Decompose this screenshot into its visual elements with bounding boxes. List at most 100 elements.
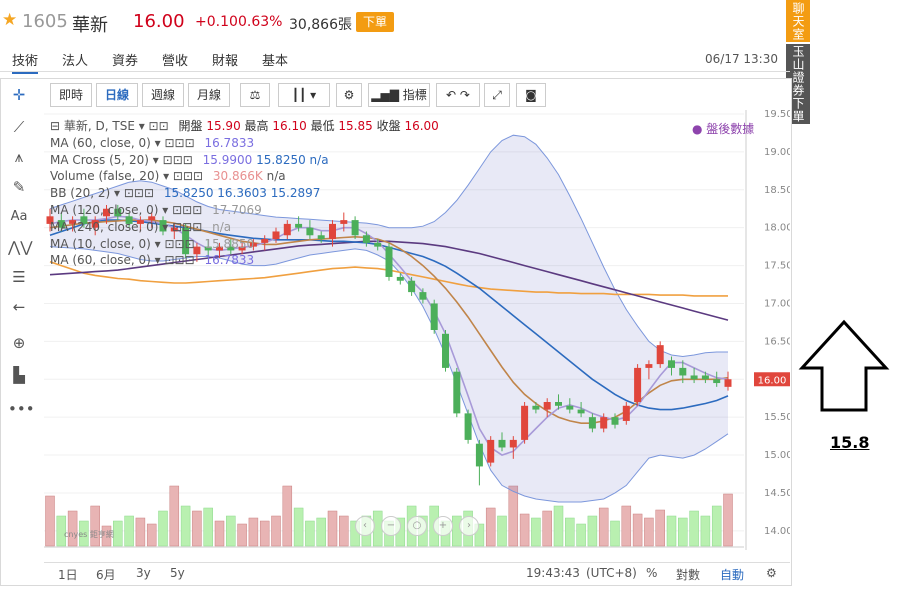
tab-technical[interactable]: 技術 — [12, 50, 39, 74]
candle-body — [91, 220, 99, 228]
y-tick-label: 18.00 — [764, 223, 790, 234]
y-tick-label: 18.50 — [764, 185, 790, 196]
candle — [577, 402, 585, 418]
candle — [475, 439, 483, 486]
indicators-button[interactable]: ▂▅▇ 指標 — [368, 83, 430, 107]
after-hours-label: 盤後數據 — [706, 122, 755, 136]
legend-value: 15.9900 — [202, 152, 253, 167]
y-tick-label: 15.00 — [764, 450, 790, 461]
volume-bar — [644, 517, 654, 547]
scroll-right-icon[interactable]: › — [459, 516, 479, 536]
legend-row: MA (60, close, 0) ▾ ⊡⊡⊡ 16.7833 — [50, 253, 255, 268]
candle-body — [532, 405, 540, 410]
interval-weekly-button[interactable]: 週線 — [142, 83, 184, 107]
candle-body — [408, 280, 416, 293]
tab-financials[interactable]: 財報 — [212, 54, 239, 69]
candle — [238, 242, 246, 255]
drawing-tools: ✛ ⟋ ⩚ ✎ Aa ⋀⋁ ☰ ← ⊕ ▙ ••• — [4, 84, 35, 424]
remove-arrow-icon[interactable]: ← — [12, 298, 26, 316]
candle — [170, 223, 178, 240]
candle — [442, 330, 449, 372]
range-5y[interactable]: 5y — [170, 566, 185, 580]
tab-institutional[interactable]: 法人 — [62, 54, 89, 69]
tab-revenue[interactable]: 營收 — [162, 54, 189, 69]
range-1d[interactable]: 1日 — [58, 568, 78, 582]
settings-gear-icon[interactable]: ⚙ — [336, 83, 362, 107]
annotation-value: 15.8 — [830, 433, 870, 452]
candle — [351, 216, 359, 240]
legend-row: MA (120, close, 0) ▾ ⊡⊡⊡ 17.7069 — [50, 202, 262, 217]
measure-icon[interactable]: ▙ — [13, 366, 25, 384]
fibonacci-icon[interactable]: ☰ — [12, 268, 26, 286]
scroll-left-icon[interactable]: ‹ — [355, 516, 375, 536]
volume-bar — [180, 505, 191, 547]
auto-scale-button[interactable]: 自動 — [720, 568, 745, 582]
legend-label: BB (20, 2) — [50, 186, 111, 201]
price-chart[interactable]: 19.50 19.00 18.50 18.00 17.50 17.00 16.50 16.00… — [44, 110, 790, 550]
legend-row: MA (60, close, 0) ▾ ⊡⊡⊡ 16.7833 — [50, 135, 255, 150]
candle-body — [193, 246, 201, 255]
reset-icon[interactable]: ○ — [407, 516, 427, 536]
y-tick-label: 14.00 — [764, 526, 790, 537]
range-6m[interactable]: 6月 — [96, 568, 116, 582]
volume-bar — [474, 523, 485, 547]
bottom-settings-icon[interactable]: ⚙ — [766, 566, 777, 580]
pattern-icon[interactable]: ⋀⋁ — [8, 238, 33, 256]
zoom-in-icon[interactable]: ⊕ — [12, 334, 26, 352]
candle — [159, 216, 167, 236]
chart-toolbar: 即時 日線 週線 月線 ⚖ ┃┃ ▾ ⚙ ▂▅▇ 指標 ↶ ↷ ⤢ ◙ — [44, 80, 790, 110]
range-3y[interactable]: 3y — [136, 566, 151, 580]
volume-bar — [542, 510, 552, 547]
y-tick-label: 14.50 — [764, 488, 790, 499]
after-hours-link[interactable]: ● 盤後數據 — [692, 122, 755, 136]
tab-margin[interactable]: 資券 — [112, 54, 139, 69]
candle — [69, 216, 77, 232]
candle — [295, 216, 303, 232]
interval-intraday-button[interactable]: 即時 — [50, 83, 92, 107]
candle — [374, 239, 382, 251]
order-button[interactable]: 下單 — [356, 12, 394, 32]
log-scale-button[interactable]: 對數 — [676, 568, 701, 582]
legend-open: 15.90 — [206, 119, 241, 133]
interval-daily-button[interactable]: 日線 — [96, 83, 138, 107]
volume-bar — [113, 520, 123, 547]
candle — [453, 367, 461, 418]
more-tools-icon[interactable]: ••• — [8, 400, 35, 418]
candle — [216, 242, 223, 258]
legend-label: MA (120, close, 0) — [50, 202, 159, 217]
candle-body — [46, 216, 54, 224]
undo-redo-icon[interactable]: ↶ ↷ — [436, 83, 480, 107]
indicators-label: 指標 — [402, 88, 427, 102]
candle-body — [182, 227, 190, 255]
fork-icon[interactable]: ⩚ — [14, 148, 24, 166]
volume-bar — [101, 525, 112, 547]
volume-bar — [327, 510, 338, 547]
tab-basic[interactable]: 基本 — [262, 54, 289, 69]
camera-icon[interactable]: ◙ — [516, 83, 546, 107]
volume-bar — [282, 485, 293, 547]
trendline-icon[interactable]: ⟋ — [13, 118, 25, 136]
legend-row: MA Cross (5, 20) ▾ ⊡⊡⊡ 15.9900 15.8250 n… — [50, 152, 329, 167]
candle — [114, 204, 122, 221]
candle — [600, 413, 608, 433]
zoom-in-nav-icon[interactable]: + — [433, 516, 453, 536]
legend-value: 16.3603 — [217, 186, 267, 201]
zoom-out-icon[interactable]: − — [381, 516, 401, 536]
crosshair-icon[interactable]: ✛ — [12, 86, 26, 104]
favorite-star-icon[interactable]: ★ — [2, 10, 18, 30]
percent-scale-button[interactable]: % — [646, 566, 658, 580]
candle — [227, 239, 235, 255]
compare-scale-icon[interactable]: ⚖ — [240, 83, 270, 107]
chart-type-candle-icon[interactable]: ┃┃ ▾ — [278, 83, 330, 107]
candle-body — [80, 216, 88, 224]
fullscreen-icon[interactable]: ⤢ — [484, 83, 510, 107]
legend-close-label: 收盤 — [376, 119, 401, 133]
candle — [656, 341, 664, 368]
brush-icon[interactable]: ✎ — [12, 178, 26, 196]
volume-bar — [711, 505, 722, 547]
candle-body — [509, 439, 517, 448]
chatroom-button[interactable]: 聊天室 — [786, 0, 810, 42]
volume-bar — [531, 517, 541, 547]
text-tool-icon[interactable]: Aa — [10, 209, 28, 224]
interval-monthly-button[interactable]: 月線 — [188, 83, 230, 107]
